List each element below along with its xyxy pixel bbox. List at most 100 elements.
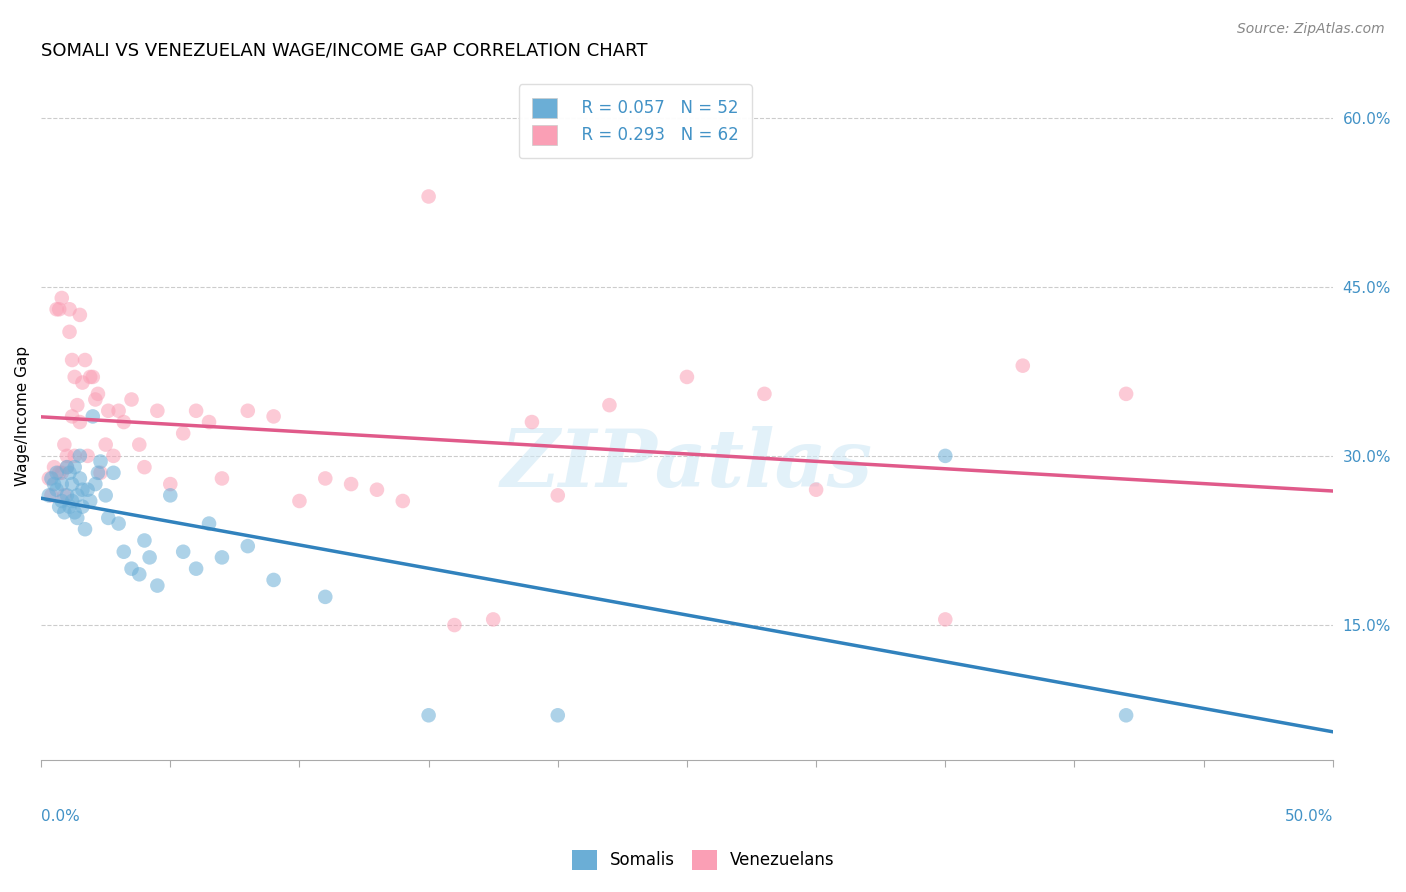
Point bbox=[60, 477, 83, 491]
Point bbox=[198, 415, 221, 429]
Point bbox=[159, 477, 181, 491]
Point bbox=[38, 471, 60, 485]
Point bbox=[128, 437, 150, 451]
Point bbox=[56, 460, 79, 475]
Point bbox=[134, 460, 156, 475]
Point bbox=[56, 460, 79, 475]
Point bbox=[41, 488, 63, 502]
Y-axis label: Wage/Income Gap: Wage/Income Gap bbox=[15, 346, 30, 486]
Point bbox=[804, 483, 827, 497]
Point bbox=[63, 505, 86, 519]
Point bbox=[138, 550, 160, 565]
Point bbox=[340, 477, 363, 491]
Point bbox=[41, 471, 63, 485]
Point bbox=[482, 612, 505, 626]
Point bbox=[103, 466, 125, 480]
Point bbox=[79, 370, 101, 384]
Point bbox=[520, 415, 543, 429]
Point bbox=[1115, 708, 1137, 723]
Point bbox=[82, 409, 104, 424]
Point bbox=[598, 398, 620, 412]
Point bbox=[76, 483, 98, 497]
Point bbox=[69, 449, 91, 463]
Point bbox=[89, 454, 111, 468]
Point bbox=[48, 302, 70, 317]
Point bbox=[48, 466, 70, 480]
Point bbox=[146, 578, 169, 592]
Point bbox=[63, 449, 86, 463]
Point bbox=[66, 488, 89, 502]
Point bbox=[314, 590, 336, 604]
Point bbox=[79, 494, 101, 508]
Point bbox=[198, 516, 221, 531]
Point bbox=[107, 516, 129, 531]
Point bbox=[87, 387, 110, 401]
Point bbox=[97, 404, 120, 418]
Text: 50.0%: 50.0% bbox=[1285, 808, 1333, 823]
Point bbox=[263, 409, 285, 424]
Point bbox=[38, 488, 60, 502]
Point bbox=[418, 708, 440, 723]
Point bbox=[676, 370, 699, 384]
Point bbox=[236, 404, 259, 418]
Point bbox=[53, 437, 76, 451]
Point bbox=[547, 488, 569, 502]
Point bbox=[63, 370, 86, 384]
Point bbox=[288, 494, 311, 508]
Legend:   R = 0.057   N = 52,   R = 0.293   N = 62: R = 0.057 N = 52, R = 0.293 N = 62 bbox=[519, 84, 752, 158]
Point bbox=[53, 505, 76, 519]
Point bbox=[58, 500, 80, 514]
Point bbox=[66, 511, 89, 525]
Point bbox=[63, 460, 86, 475]
Point bbox=[56, 488, 79, 502]
Point bbox=[443, 618, 465, 632]
Point bbox=[69, 471, 91, 485]
Point bbox=[236, 539, 259, 553]
Point bbox=[76, 449, 98, 463]
Point bbox=[146, 404, 169, 418]
Point bbox=[314, 471, 336, 485]
Point bbox=[94, 437, 117, 451]
Point bbox=[172, 545, 194, 559]
Point bbox=[128, 567, 150, 582]
Point bbox=[60, 353, 83, 368]
Text: ZIPatlas: ZIPatlas bbox=[501, 425, 873, 503]
Point bbox=[754, 387, 776, 401]
Point bbox=[263, 573, 285, 587]
Point bbox=[121, 392, 143, 407]
Point bbox=[211, 550, 233, 565]
Point bbox=[58, 325, 80, 339]
Text: SOMALI VS VENEZUELAN WAGE/INCOME GAP CORRELATION CHART: SOMALI VS VENEZUELAN WAGE/INCOME GAP COR… bbox=[41, 42, 648, 60]
Point bbox=[51, 477, 73, 491]
Point bbox=[73, 353, 96, 368]
Point bbox=[45, 466, 67, 480]
Point bbox=[82, 370, 104, 384]
Point bbox=[211, 471, 233, 485]
Point bbox=[89, 466, 111, 480]
Point bbox=[1115, 387, 1137, 401]
Point bbox=[1011, 359, 1033, 373]
Text: Source: ZipAtlas.com: Source: ZipAtlas.com bbox=[1237, 22, 1385, 37]
Point bbox=[934, 612, 956, 626]
Point bbox=[51, 291, 73, 305]
Point bbox=[56, 449, 79, 463]
Legend: Somalis, Venezuelans: Somalis, Venezuelans bbox=[565, 843, 841, 877]
Point bbox=[547, 708, 569, 723]
Point bbox=[934, 449, 956, 463]
Point bbox=[184, 404, 207, 418]
Point bbox=[172, 426, 194, 441]
Point bbox=[58, 302, 80, 317]
Point bbox=[69, 308, 91, 322]
Point bbox=[112, 545, 135, 559]
Point bbox=[103, 449, 125, 463]
Point bbox=[184, 562, 207, 576]
Point bbox=[60, 494, 83, 508]
Point bbox=[97, 511, 120, 525]
Text: 0.0%: 0.0% bbox=[41, 808, 80, 823]
Point bbox=[72, 376, 94, 390]
Point bbox=[94, 488, 117, 502]
Point bbox=[60, 409, 83, 424]
Point bbox=[72, 483, 94, 497]
Point bbox=[42, 477, 65, 491]
Point bbox=[134, 533, 156, 548]
